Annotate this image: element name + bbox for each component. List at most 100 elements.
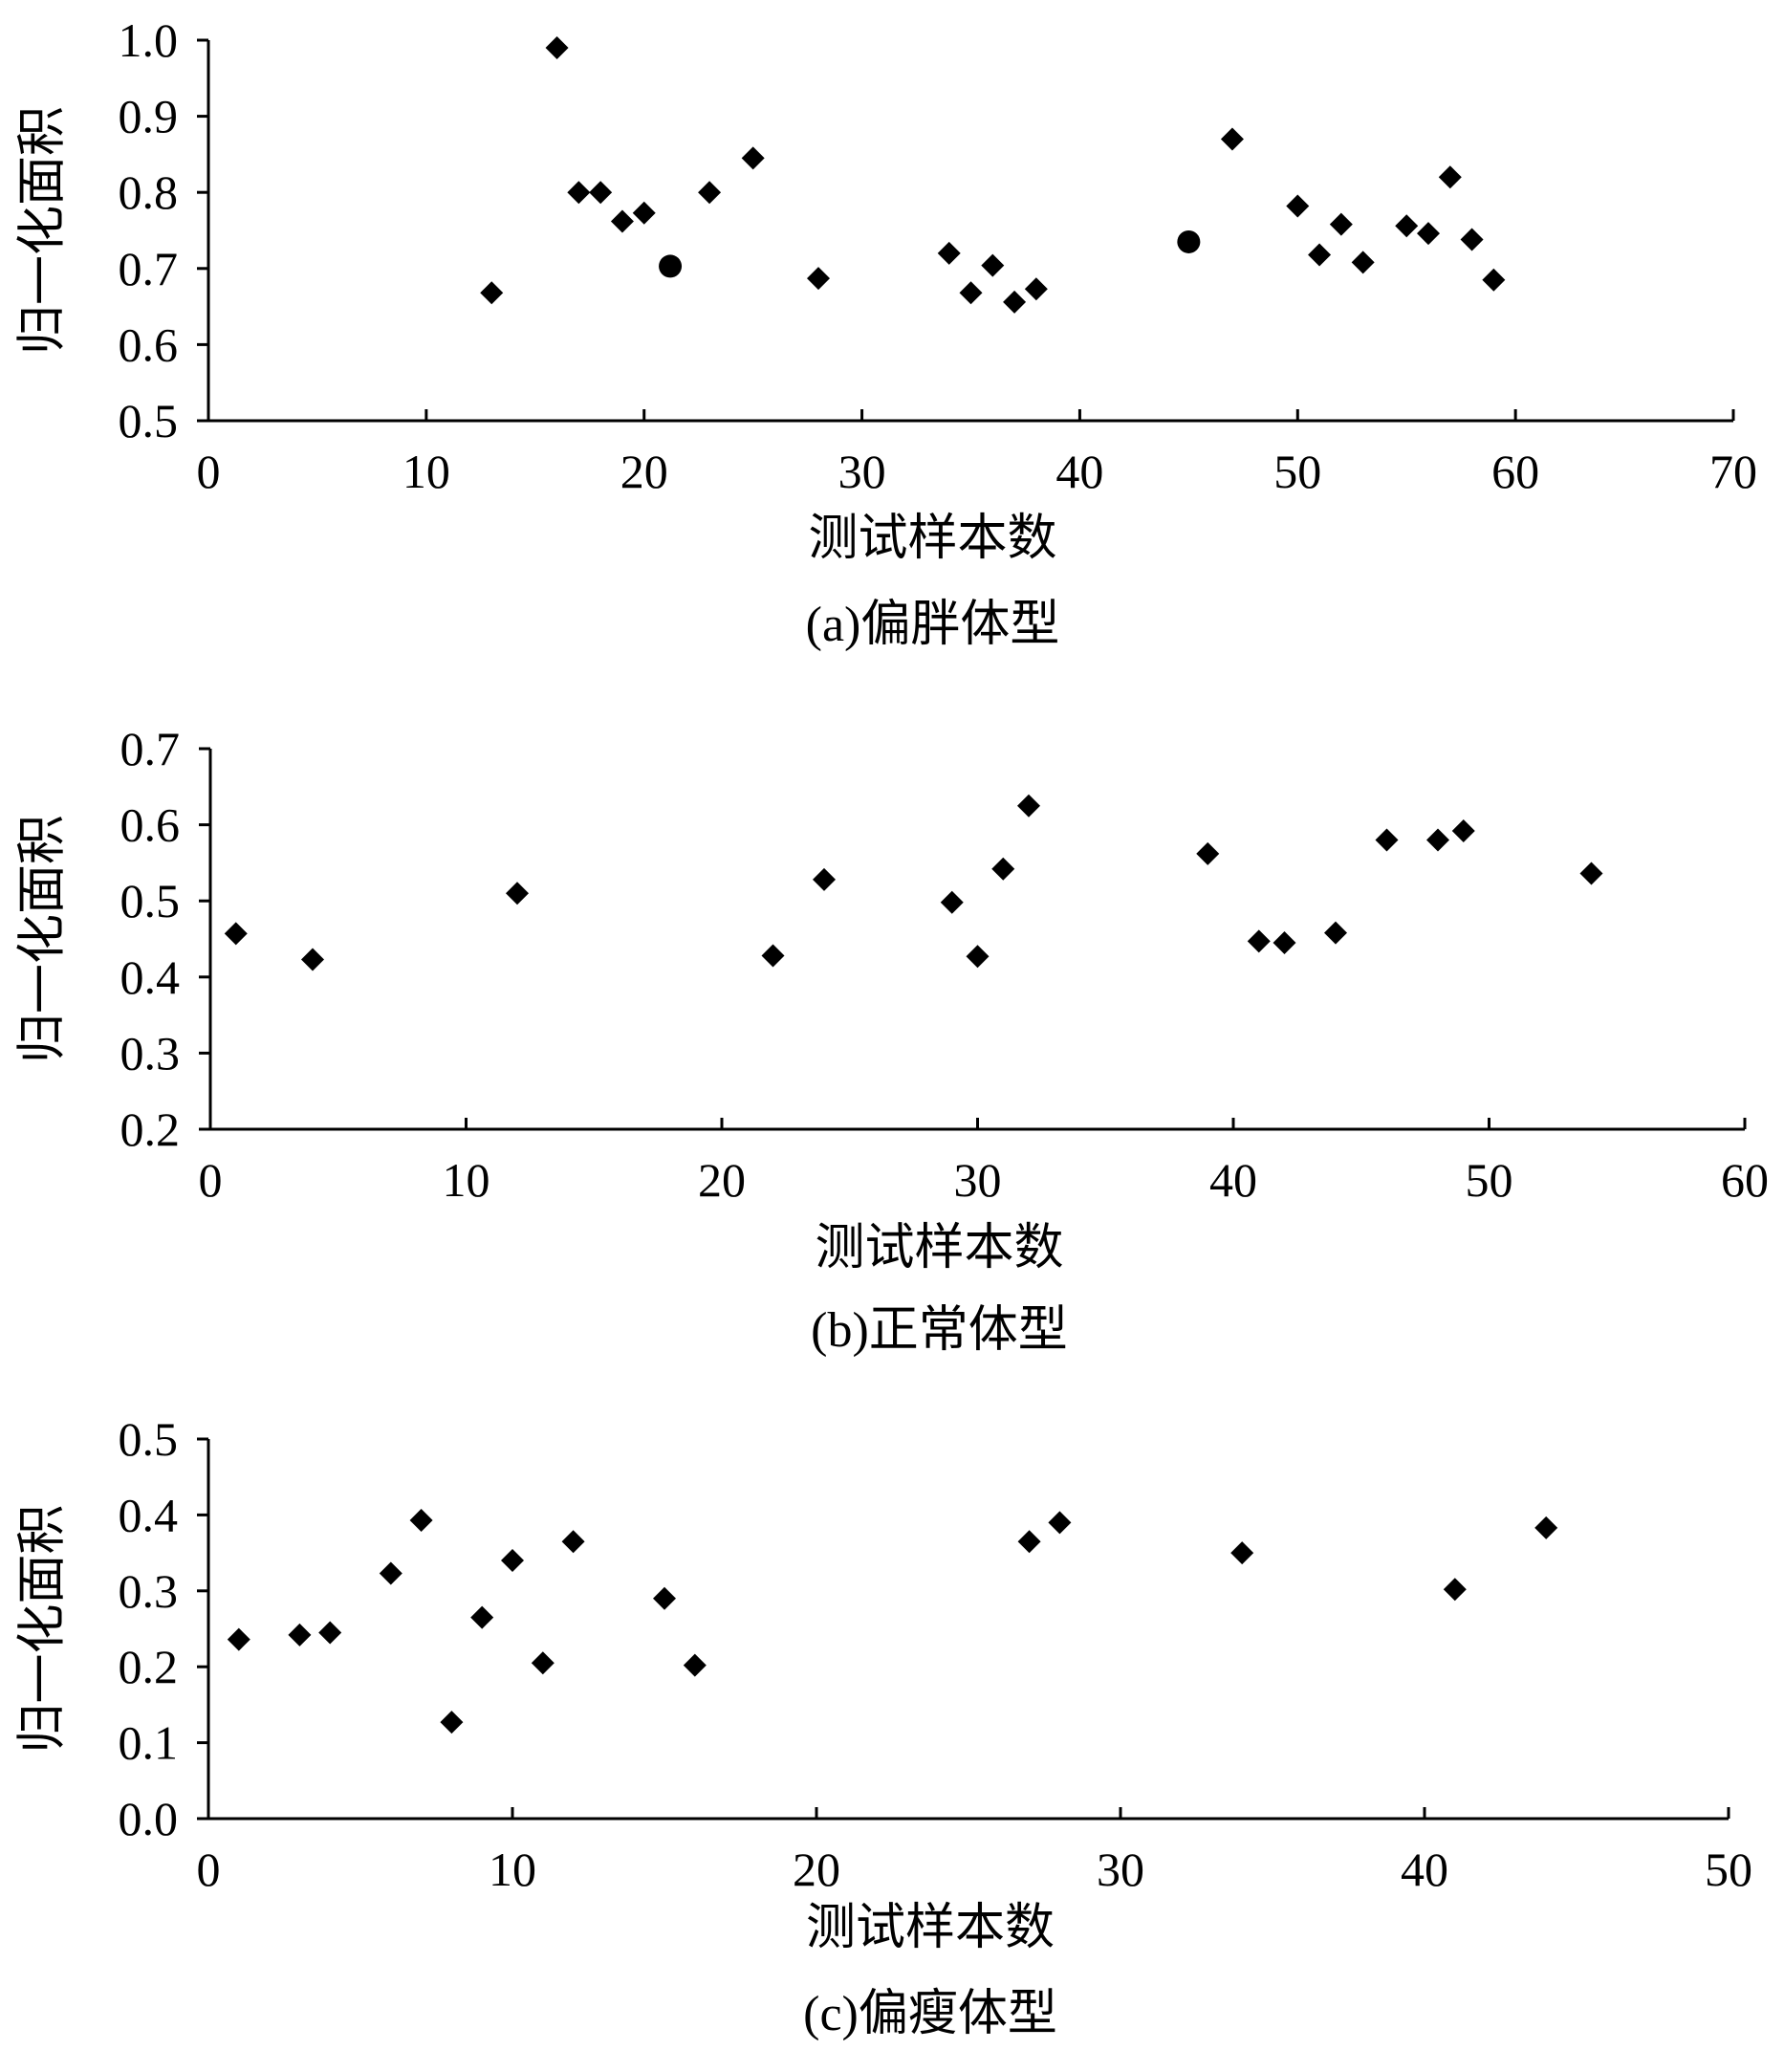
data-point-diamond (1329, 212, 1353, 236)
y-tick-label: 0.5 (119, 394, 179, 447)
x-tick-label: 60 (1721, 1153, 1769, 1207)
x-tick-label: 30 (1097, 1843, 1144, 1896)
x-tick-label: 30 (954, 1153, 1002, 1207)
data-point-diamond (1579, 862, 1603, 885)
panel-caption: (c)偏瘦体型 (803, 1987, 1057, 2041)
chart-panel-1: 0.5 0.6 0.7 0.8 0.9 1.0 0 10 20 30 40 50 60 70 归一化面积测试… (16, 13, 1758, 652)
data-point-diamond (1024, 277, 1048, 301)
y-tick-label: 0.2 (120, 1102, 181, 1156)
data-point-diamond (813, 867, 836, 891)
x-tick-label: 20 (698, 1153, 746, 1207)
data-point-diamond (698, 181, 722, 205)
y-tick-label: 0.6 (119, 317, 179, 371)
y-tick-label: 0.3 (120, 1026, 181, 1080)
x-tick-label: 30 (838, 445, 886, 498)
x-tick-label: 10 (402, 445, 450, 498)
panel-caption: (a)偏胖体型 (806, 598, 1060, 652)
data-point-diamond (653, 1586, 676, 1610)
x-tick-label: 0 (197, 1843, 221, 1896)
data-point-diamond (959, 281, 983, 305)
y-tick-label: 0.0 (119, 1792, 179, 1845)
data-point-diamond (288, 1623, 312, 1647)
x-tick-label: 70 (1709, 445, 1757, 498)
y-tick-label: 0.5 (119, 1412, 179, 1466)
data-point-diamond (227, 1627, 250, 1651)
data-point-diamond (506, 882, 529, 905)
y-tick-label: 0.4 (119, 1488, 179, 1541)
data-point-diamond (409, 1508, 433, 1532)
data-point-diamond (1460, 228, 1484, 251)
data-point-diamond (567, 181, 591, 205)
x-tick-label: 50 (1273, 445, 1321, 498)
data-point-diamond (1017, 794, 1040, 818)
x-axis-title: 测试样本数 (806, 1901, 1055, 1955)
y-axis-title: 归一化面积 (16, 1504, 71, 1753)
data-point-diamond (480, 281, 504, 305)
data-point-diamond (470, 1605, 494, 1629)
data-point-diamond (440, 1711, 464, 1734)
x-tick-label: 0 (197, 445, 221, 498)
chart-panel-2: 0.2 0.3 0.4 0.5 0.6 0.7 0 10 20 30 40 50 60 归一化面积测试样本… (16, 722, 1770, 1358)
data-point-diamond (1017, 1530, 1041, 1554)
x-tick-label: 50 (1466, 1153, 1513, 1207)
data-point-diamond (1395, 214, 1419, 238)
data-point-diamond (1534, 1516, 1558, 1539)
data-point-diamond (1247, 929, 1271, 953)
y-tick-label: 0.1 (119, 1716, 179, 1770)
data-point-diamond (1438, 165, 1462, 189)
x-tick-label: 10 (489, 1843, 536, 1896)
x-tick-label: 40 (1209, 1153, 1257, 1207)
data-point-diamond (940, 890, 964, 914)
x-tick-label: 50 (1705, 1843, 1752, 1896)
x-tick-label: 10 (443, 1153, 490, 1207)
x-axis-title: 测试样本数 (815, 1221, 1063, 1276)
data-point-diamond (301, 948, 324, 971)
y-tick-label: 0.6 (120, 798, 181, 852)
data-point-diamond (1286, 194, 1310, 218)
data-point-diamond (1451, 818, 1475, 842)
data-point-diamond (379, 1561, 402, 1585)
y-tick-label: 0.3 (119, 1564, 179, 1618)
data-point-diamond (1196, 841, 1220, 865)
data-point-diamond (1230, 1541, 1254, 1565)
y-tick-label: 0.5 (120, 874, 181, 927)
panel-caption: (b)正常体型 (811, 1303, 1068, 1358)
data-point-diamond (1324, 921, 1347, 945)
x-tick-label: 20 (620, 445, 668, 498)
y-tick-label: 0.7 (119, 242, 179, 295)
x-tick-label: 40 (1055, 445, 1103, 498)
data-point-circle (659, 254, 683, 278)
data-point-diamond (501, 1549, 524, 1573)
data-point-diamond (1003, 290, 1027, 314)
x-tick-label: 60 (1491, 445, 1539, 498)
data-point-diamond (937, 241, 961, 265)
y-tick-label: 0.4 (120, 950, 181, 1004)
data-point-diamond (683, 1653, 707, 1677)
y-tick-label: 0.8 (119, 165, 179, 219)
data-point-diamond (1417, 222, 1440, 246)
x-tick-label: 20 (793, 1843, 840, 1896)
y-axis-title: 归一化面积 (16, 815, 71, 1063)
data-point-diamond (224, 922, 248, 946)
data-point-diamond (1443, 1578, 1467, 1602)
data-point-diamond (1048, 1511, 1072, 1535)
data-point-diamond (966, 945, 990, 969)
data-point-diamond (632, 201, 656, 225)
data-point-diamond (318, 1621, 342, 1645)
data-point-diamond (1273, 930, 1296, 954)
y-tick-label: 0.2 (119, 1640, 179, 1693)
data-point-diamond (1220, 127, 1244, 151)
data-point-diamond (1482, 268, 1506, 292)
data-point-diamond (991, 857, 1015, 881)
y-tick-label: 0.7 (120, 722, 181, 775)
x-tick-label: 0 (199, 1153, 223, 1207)
x-tick-label: 40 (1401, 1843, 1448, 1896)
data-point-diamond (1426, 828, 1449, 852)
data-point-diamond (610, 209, 634, 233)
data-point-diamond (531, 1651, 555, 1675)
data-point-diamond (1351, 251, 1375, 274)
data-point-circle (1177, 229, 1201, 253)
data-point-diamond (561, 1530, 585, 1554)
data-point-diamond (807, 267, 830, 291)
